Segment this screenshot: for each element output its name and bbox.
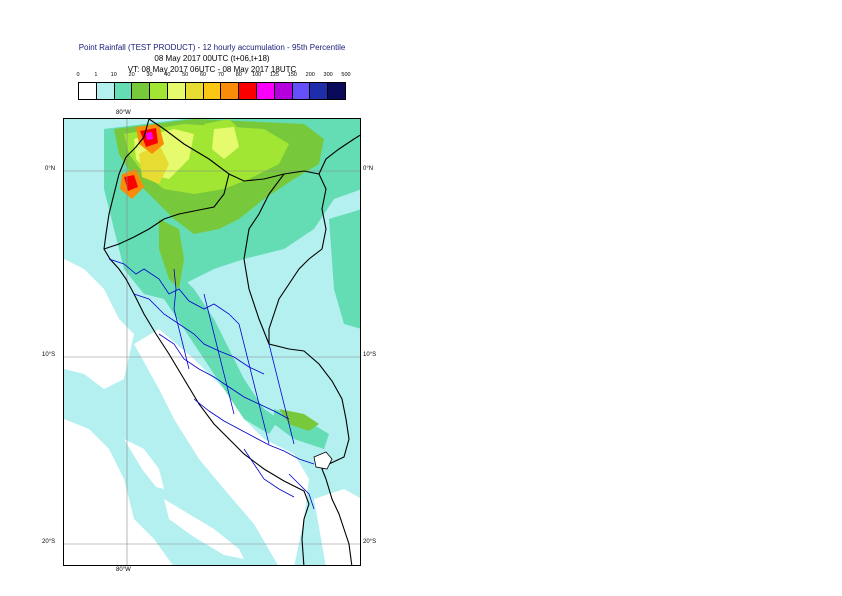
region-border-vertical-2 <box>203 293 235 415</box>
legend-swatch <box>114 83 133 99</box>
map-title: Point Rainfall (TEST PRODUCT) - 12 hourl… <box>78 43 346 52</box>
legend-tick-label: 20 <box>128 72 135 78</box>
dry-area-southwest <box>64 419 173 565</box>
legend-tick-label: 10 <box>110 72 117 78</box>
country-border-coastline <box>103 119 310 565</box>
region-border-vertical-4 <box>268 343 295 445</box>
legend-swatch <box>203 83 222 99</box>
legend-swatch <box>221 83 240 99</box>
lon-label-top: 80°W <box>116 110 131 116</box>
dry-area-southeast <box>314 489 360 565</box>
region-border-vertical-3 <box>238 323 270 445</box>
region-border-south-2 <box>243 448 295 498</box>
legend-tick-label: 40 <box>164 72 171 78</box>
legend-swatch <box>132 83 151 99</box>
dry-area-altiplano <box>244 464 304 499</box>
legend-tick-label: 0 <box>76 72 80 78</box>
legend-tick-label: 80 <box>235 72 242 78</box>
lat-label-left-10s: 10°S <box>42 352 56 358</box>
country-border-ecuador-colombia <box>148 119 360 182</box>
dry-band-ocean <box>124 439 164 489</box>
rain-area-medium-sierra <box>149 259 279 434</box>
rain-area-yellow-east <box>212 127 239 159</box>
legend-swatch <box>310 83 329 99</box>
region-border-south-3 <box>288 473 315 510</box>
dry-area-coastal-north <box>64 259 134 389</box>
legend-tick-label: 70 <box>217 72 224 78</box>
legend-tick-label: 300 <box>323 72 333 78</box>
legend-tick-label: 50 <box>182 72 189 78</box>
legend-tick-label: 125 <box>269 72 280 78</box>
legend-swatch <box>239 83 257 99</box>
rain-area-green-south <box>279 409 319 431</box>
lat-label-right-10s: 10°S <box>363 352 377 358</box>
run-time-label: 08 May 2017 00UTC (t+06,t+18) <box>154 54 270 63</box>
legend-tick-label: 1 <box>94 72 98 78</box>
legend-swatch <box>79 83 97 99</box>
map-title-block: Point Rainfall (TEST PRODUCT) - 12 hourl… <box>0 42 424 75</box>
region-border-south <box>193 398 315 465</box>
rain-area-medium-east <box>329 209 360 329</box>
rain-area-red-center <box>124 175 138 191</box>
region-border-north <box>108 258 240 325</box>
legend-swatches <box>78 82 346 100</box>
legend-tick-label: 500 <box>341 72 351 78</box>
country-border-peru-brazil <box>243 173 350 480</box>
lake-titicaca <box>313 451 333 470</box>
country-border-bolivia-chile <box>325 478 353 565</box>
map-panel <box>63 118 361 566</box>
lat-label-left-0: 0°N <box>45 166 56 172</box>
rain-area-gold-north <box>139 144 169 184</box>
country-border-ecuador-peru <box>103 173 230 250</box>
legend-swatch <box>96 83 115 99</box>
lon-label-bottom: 80°W <box>116 567 131 573</box>
legend-swatch <box>274 83 293 99</box>
legend-swatch <box>256 83 275 99</box>
lat-label-left-20s: 20°S <box>42 539 56 545</box>
region-border-central <box>133 293 265 375</box>
country-border-east <box>268 173 327 344</box>
legend-swatch <box>292 83 311 99</box>
rain-area-green-andes <box>159 219 184 289</box>
rainfall-map <box>64 119 360 565</box>
legend-swatch <box>150 83 168 99</box>
legend-tick-label: 200 <box>305 72 315 78</box>
legend-tick-label: 60 <box>200 72 207 78</box>
color-legend: 0 1 10 20 30 40 50 60 70 80 100 125 150 200 300 500 <box>76 72 351 102</box>
legend-tick-label: 100 <box>252 72 262 78</box>
legend-swatch <box>167 83 186 99</box>
legend-tick-label: 30 <box>146 72 153 78</box>
legend-swatch <box>328 83 345 99</box>
dry-area-coast-south <box>134 329 309 565</box>
lat-label-right-0: 0°N <box>363 166 374 172</box>
region-border-vertical-1 <box>173 268 190 370</box>
region-border-central-2 <box>158 333 290 420</box>
rain-area-magenta-north <box>146 132 153 140</box>
legend-swatch <box>185 83 204 99</box>
valid-time-label: VT: 08 May 2017 06UTC - 08 May 2017 18UT… <box>127 65 297 74</box>
lat-label-right-20s: 20°S <box>363 539 377 545</box>
legend-tick-label: 150 <box>287 72 297 78</box>
